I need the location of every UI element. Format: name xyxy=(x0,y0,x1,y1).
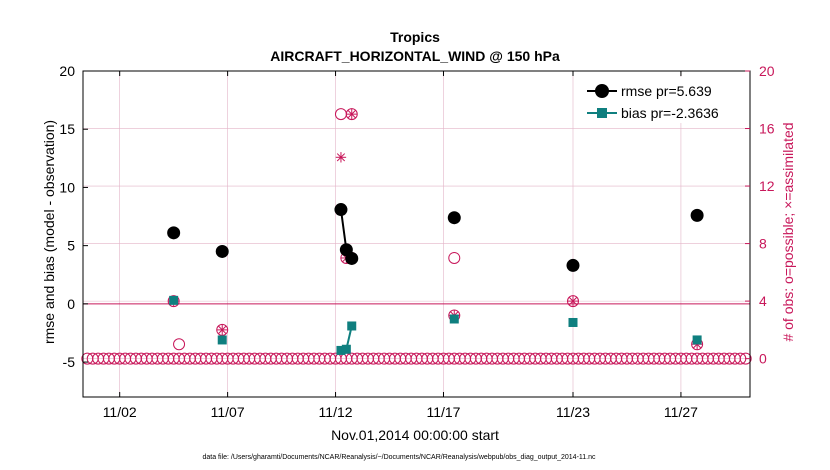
rmse-point xyxy=(345,251,359,265)
obs-assimilated-marker-stroke xyxy=(347,110,356,119)
chart-subtitle: AIRCRAFT_HORIZONTAL_WIND @ 150 hPa xyxy=(270,48,560,64)
obs-layer xyxy=(81,108,752,365)
y-right-tick-label: 0 xyxy=(759,351,767,367)
bias-point xyxy=(692,335,702,345)
bias-point xyxy=(347,321,357,331)
obs-possible-marker xyxy=(448,251,461,264)
x-axis-label: Nov.01,2014 00:00:00 start xyxy=(331,427,499,443)
legend-bias-marker xyxy=(597,108,607,118)
bias-point xyxy=(217,335,227,345)
y-left-tick-label: 20 xyxy=(59,63,75,79)
x-tick-label: 11/12 xyxy=(319,404,353,420)
y-right-tick-label: 4 xyxy=(759,293,767,309)
obs-assimilated-marker xyxy=(217,324,228,336)
x-tick-label: 11/23 xyxy=(556,404,590,420)
legend-box xyxy=(582,77,744,123)
chart-title: Tropics xyxy=(390,29,440,45)
y-axis-label-right: # of obs: o=possible; ×=assimilated xyxy=(780,122,796,341)
rmse-point xyxy=(566,258,580,272)
bias-point xyxy=(449,314,459,324)
rmse-point xyxy=(447,211,461,225)
obs-assimilated-marker xyxy=(346,108,357,120)
x-tick-label: 11/02 xyxy=(103,404,137,420)
obs-assimilated-marker xyxy=(567,295,579,307)
series-layer xyxy=(167,203,704,355)
plot-frame xyxy=(82,70,751,398)
x-tick-label: 11/07 xyxy=(211,404,245,420)
y-left-tick-label: 5 xyxy=(67,238,75,254)
x-tick-label: 11/27 xyxy=(664,404,698,420)
rmse-point xyxy=(334,203,348,217)
obs-assimilated-marker-stroke xyxy=(336,153,346,162)
rmse-point xyxy=(167,226,181,240)
axis-layer: 11/02 11/07 11/12 11/17 11/23 11/27 -5 0 5 10 15 20… xyxy=(59,63,774,420)
legend-rmse-marker xyxy=(595,84,609,98)
rmse-point xyxy=(690,208,704,222)
y-right-tick-label: 20 xyxy=(759,63,775,79)
x-tick-label: 11/17 xyxy=(426,404,460,420)
obs-possible-marker xyxy=(566,295,579,308)
y-left-tick-label: 0 xyxy=(67,296,75,312)
obs-assimilated-marker-stroke xyxy=(218,325,227,334)
legend-rmse-label: rmse pr=5.639 xyxy=(621,83,712,99)
legend-bias-label: bias pr=-2.3636 xyxy=(621,105,719,121)
footnote: data file: /Users/gharamti/Documents/NCA… xyxy=(202,454,596,461)
bias-point xyxy=(336,345,346,355)
rmse-point xyxy=(215,244,229,258)
obs-possible-marker xyxy=(739,352,752,365)
obs-possible-marker xyxy=(173,338,186,351)
legend: rmse pr=5.639 bias pr=-2.3636 xyxy=(582,77,744,123)
bias-point xyxy=(341,344,351,354)
y-right-tick-label: 8 xyxy=(759,236,767,252)
y-left-tick-label: 10 xyxy=(59,179,75,195)
y-axis-label-left: rmse and bias (model - observation) xyxy=(41,120,57,344)
y-left-tick-label: -5 xyxy=(63,354,76,370)
obs-possible-marker xyxy=(345,108,358,121)
obs-possible-marker xyxy=(167,295,180,308)
bias-point xyxy=(568,317,578,327)
obs-assimilated-marker xyxy=(335,152,347,163)
obs-possible-marker xyxy=(216,323,229,336)
y-right-tick-label: 16 xyxy=(759,121,775,137)
y-left-tick-label: 15 xyxy=(59,121,75,137)
y-right-tick-label: 12 xyxy=(759,178,775,194)
bias-point xyxy=(169,295,179,305)
obs-assimilated-marker-stroke xyxy=(568,297,578,306)
obs-possible-marker xyxy=(334,108,347,121)
